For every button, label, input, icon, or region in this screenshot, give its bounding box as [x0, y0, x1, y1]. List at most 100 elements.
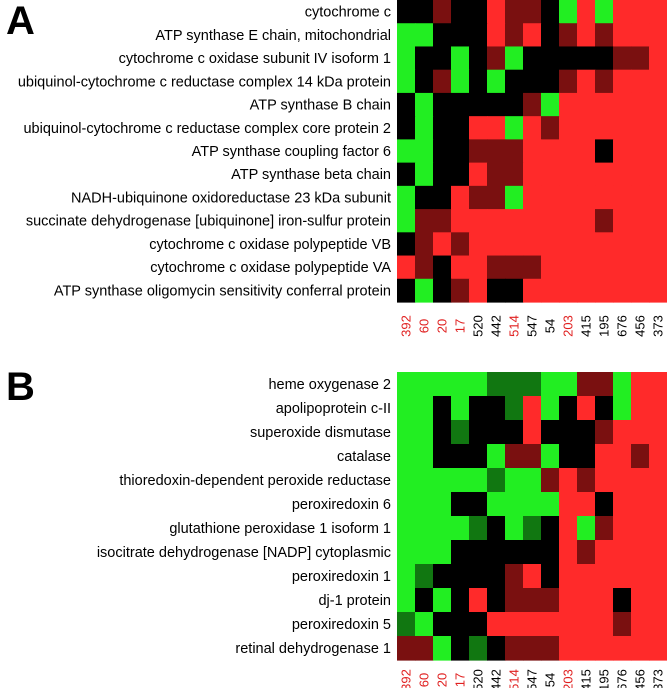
- heatmap-cell: [487, 636, 506, 661]
- heatmap-cell: [559, 420, 578, 445]
- column-label: 514: [507, 315, 522, 337]
- heatmap-cell: [649, 23, 667, 48]
- heatmap-cell: [415, 468, 434, 493]
- heatmap-cell: [505, 209, 524, 233]
- heatmap-cell: [595, 396, 614, 421]
- heatmap-cell: [631, 162, 650, 187]
- heatmap-cell: [523, 139, 542, 164]
- heatmap-cell: [469, 420, 488, 445]
- heatmap-cell: [649, 185, 667, 210]
- heatmap-cell: [577, 372, 596, 397]
- heatmap-cell: [505, 636, 524, 661]
- column-label: 373: [651, 669, 666, 688]
- heatmap-cell: [595, 372, 614, 397]
- column-label: 203: [561, 315, 576, 337]
- heatmap-cell: [451, 209, 470, 233]
- heatmap-cell: [559, 92, 578, 117]
- heatmap-cell: [613, 232, 632, 257]
- heatmap-cell: [415, 23, 434, 48]
- heatmap-cell: [505, 139, 524, 164]
- heatmap-cell: [397, 46, 416, 71]
- heatmap-cell: [631, 420, 650, 445]
- heatmap-cell: [433, 185, 452, 210]
- heatmap-cell: [631, 396, 650, 421]
- column-label: 195: [597, 315, 612, 337]
- heatmap-cell: [469, 139, 488, 164]
- heatmap-cell: [523, 396, 542, 421]
- column-label: 54: [543, 673, 558, 687]
- heatmap-cell: [649, 540, 667, 565]
- heatmap-cell: [487, 372, 506, 397]
- heatmap-cell: [595, 255, 614, 280]
- heatmap-cell: [649, 46, 667, 71]
- heatmap-cell: [487, 420, 506, 445]
- heatmap-cell: [451, 564, 470, 589]
- heatmap-cell: [541, 492, 560, 517]
- heatmap-cell: [451, 396, 470, 421]
- heatmap-cell: [631, 540, 650, 565]
- row-label: ATP synthase E chain, mitochondrial: [155, 28, 391, 44]
- heatmap-cell: [415, 46, 434, 71]
- heatmap-cell: [523, 636, 542, 661]
- heatmap-cell: [631, 69, 650, 94]
- row-label: cytochrome c: [305, 5, 391, 21]
- heatmap-cell: [433, 92, 452, 117]
- heatmap-cell: [541, 636, 560, 661]
- heatmap-cell: [451, 372, 470, 397]
- heatmap-cell: [559, 209, 578, 233]
- heatmap-cell: [415, 278, 434, 303]
- heatmap-cell: [451, 0, 470, 24]
- heatmap-cell: [469, 185, 488, 210]
- heatmap-cell: [415, 0, 434, 24]
- heatmap-cell: [505, 588, 524, 613]
- heatmap-cell: [505, 278, 524, 303]
- heatmap-cell: [397, 540, 416, 565]
- heatmap-cell: [559, 492, 578, 517]
- heatmap-cell: [433, 588, 452, 613]
- heatmap-cell: [577, 162, 596, 187]
- heatmap-cell: [541, 46, 560, 71]
- heatmap-cell: [487, 23, 506, 48]
- heatmap-cell: [415, 564, 434, 589]
- heatmap-cell: [523, 372, 542, 397]
- row-label: ATP synthase beta chain: [231, 167, 391, 183]
- heatmap-cell: [559, 444, 578, 469]
- column-label: 520: [471, 669, 486, 688]
- heatmap-cell: [433, 0, 452, 24]
- heatmap-cell: [523, 46, 542, 71]
- heatmap-cell: [469, 69, 488, 94]
- heatmap-cell: [505, 255, 524, 280]
- heatmap-cell: [433, 420, 452, 445]
- heatmap-cell: [469, 255, 488, 280]
- heatmap-cell: [559, 116, 578, 140]
- heatmap-cell: [487, 162, 506, 187]
- heatmap-cell: [523, 516, 542, 541]
- heatmap-cell: [451, 255, 470, 280]
- heatmap-cell: [397, 139, 416, 164]
- heatmap-cell: [523, 612, 542, 637]
- heatmap-cell: [487, 516, 506, 541]
- row-label: NADH-ubiquinone oxidoreductase 23 kDa su…: [71, 190, 391, 206]
- heatmap-cell: [469, 564, 488, 589]
- heatmap-cell: [487, 69, 506, 94]
- heatmap-cell: [649, 564, 667, 589]
- row-label: ATP synthase coupling factor 6: [192, 144, 391, 160]
- heatmap-cell: [451, 468, 470, 493]
- column-label: 203: [561, 669, 576, 688]
- heatmap-cell: [631, 185, 650, 210]
- heatmap-cell: [487, 278, 506, 303]
- heatmap-cell: [631, 23, 650, 48]
- heatmap-cell: [649, 255, 667, 280]
- heatmap-cell: [631, 46, 650, 71]
- heatmap-cell: [415, 588, 434, 613]
- heatmap-cell: [505, 0, 524, 24]
- heatmap-cell: [505, 116, 524, 140]
- heatmap-cell: [397, 396, 416, 421]
- heatmap-cell: [595, 540, 614, 565]
- heatmap-cell: [595, 209, 614, 233]
- row-label: thioredoxin-dependent peroxide reductase: [119, 473, 391, 489]
- heatmap-cell: [469, 23, 488, 48]
- heatmap-cell: [469, 162, 488, 187]
- heatmap-cell: [577, 116, 596, 140]
- heatmap-cell: [631, 255, 650, 280]
